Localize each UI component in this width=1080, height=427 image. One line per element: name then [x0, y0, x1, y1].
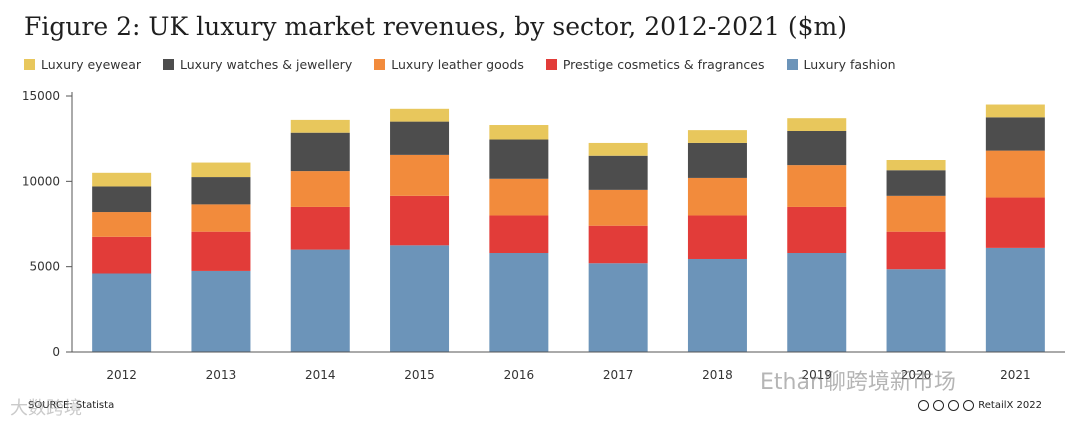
bar-segment	[588, 263, 648, 352]
bar-segment	[489, 215, 549, 254]
bar-segment	[787, 118, 847, 131]
legend-label: Luxury watches & jewellery	[180, 57, 353, 72]
watermark-right: Ethan聊跨境新市场	[760, 370, 956, 395]
y-tick-label: 15000	[22, 89, 60, 103]
copyright-text: RetailX 2022	[978, 400, 1042, 411]
y-axis: 0 5000 10000 15000	[22, 89, 73, 359]
bar-segment	[886, 231, 946, 270]
bar-segment	[588, 142, 648, 156]
bar-segment	[687, 142, 747, 178]
bar-segment	[92, 172, 152, 187]
x-tick-label: 2014	[305, 368, 336, 382]
bar-segment	[787, 130, 847, 166]
bar-segment	[390, 195, 450, 246]
x-tick-label: 2021	[1000, 368, 1031, 382]
legend-swatch	[24, 59, 35, 70]
legend-item: Luxury fashion	[786, 57, 896, 72]
bar-segment	[588, 225, 648, 264]
bar-segment	[985, 197, 1045, 248]
bar-segment	[92, 186, 152, 213]
bar-segment	[886, 160, 946, 171]
bar-segment	[191, 204, 251, 232]
bar-segment	[985, 247, 1045, 352]
x-tick-label: 2019	[801, 368, 832, 382]
x-tick-label: 2020	[901, 368, 932, 382]
legend-label: Luxury leather goods	[391, 57, 524, 72]
legend-item: Luxury watches & jewellery	[163, 57, 352, 72]
bar-segment	[290, 119, 350, 133]
legend-item: Luxury leather goods	[374, 57, 524, 72]
bar-segment	[290, 249, 350, 352]
legend-swatch	[545, 59, 557, 70]
x-tick-label: 2012	[106, 368, 137, 382]
bar-segment	[787, 165, 847, 207]
legend-label: Luxury fashion	[803, 57, 896, 72]
x-tick-label: 2017	[603, 368, 634, 382]
legend-label: Prestige cosmetics & fragrances	[562, 57, 765, 72]
legend: Luxury eyewear Luxury watches & jewellery…	[24, 57, 896, 72]
x-tick-label: 2015	[404, 368, 435, 382]
bar-segment	[489, 253, 549, 352]
bar-segment	[886, 269, 946, 352]
x-tick-label: 2018	[702, 368, 733, 382]
bar-segment	[687, 215, 747, 259]
nc-icon	[948, 400, 960, 411]
bar-segment	[290, 132, 350, 172]
bar-segment	[390, 245, 450, 352]
bar-segment	[687, 258, 747, 352]
bar-segment	[489, 139, 549, 179]
legend-item: Luxury eyewear	[24, 57, 141, 72]
legend-swatch	[163, 59, 174, 70]
bar-segment	[92, 273, 152, 352]
y-tick-label: 10000	[22, 174, 60, 188]
legend-label: Luxury eyewear	[41, 57, 141, 72]
x-tick-label: 2016	[504, 368, 535, 382]
bar-segment	[290, 171, 350, 207]
bar-segment	[191, 231, 251, 271]
y-tick-label: 0	[52, 345, 60, 359]
legend-swatch	[786, 59, 798, 70]
bar-segment	[92, 212, 152, 237]
bar-segment	[985, 150, 1045, 198]
copyright-note: RetailX 2022	[918, 400, 1042, 411]
x-tick-label: 2013	[206, 368, 237, 382]
bar-segment	[191, 177, 251, 205]
source-note: SOURCE: Statista	[28, 400, 115, 411]
bar-segment	[985, 104, 1045, 118]
bar-segment	[191, 162, 251, 178]
chart-title: Figure 2: UK luxury market revenues, by …	[24, 12, 847, 41]
by-icon	[933, 400, 945, 411]
bar-segment	[985, 117, 1045, 151]
cc-icon	[918, 400, 930, 411]
nd-icon	[963, 400, 975, 411]
bar-segment	[588, 189, 648, 226]
watermark-left: 大数跨境	[10, 398, 82, 419]
bar-segment	[588, 155, 648, 190]
bar-segment	[687, 130, 747, 143]
x-axis: 2012 2013 2014 2015 2016 2017 2018 2019 2020 2021	[72, 351, 1065, 382]
bar-segment	[390, 121, 450, 155]
legend-item: Prestige cosmetics & fragrances	[545, 57, 765, 72]
bar-segment	[687, 177, 747, 216]
bar-segment	[489, 178, 549, 216]
bar-segment	[290, 206, 350, 250]
bar-segment	[390, 108, 450, 122]
bar-segment	[489, 125, 549, 140]
bar-segment	[191, 270, 251, 352]
bars	[92, 104, 1045, 352]
legend-swatch	[374, 59, 386, 70]
bar-segment	[787, 253, 847, 352]
bar-segment	[886, 170, 946, 196]
bar-segment	[787, 206, 847, 254]
bar-segment	[886, 195, 946, 232]
bar-segment	[92, 236, 152, 274]
y-tick-label: 5000	[29, 260, 60, 274]
chart-area: 0 5000 10000 15000 2012 2013 2014 2015 2016 2017…	[22, 89, 1065, 382]
bar-segment	[390, 154, 450, 196]
